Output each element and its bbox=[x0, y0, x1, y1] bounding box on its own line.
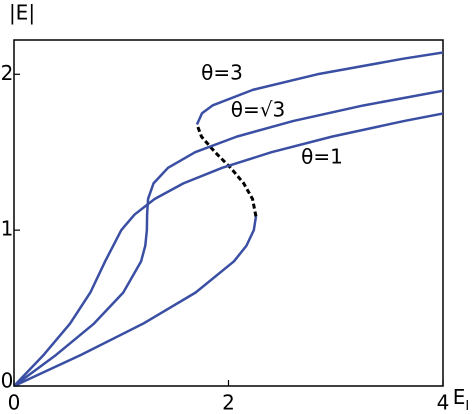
curve-label: θ=√3 bbox=[231, 98, 285, 122]
y-tick-label: 0 bbox=[1, 369, 14, 393]
x-axis-label-main: E bbox=[453, 385, 466, 409]
curves bbox=[14, 51, 443, 386]
curve-label: θ=1 bbox=[301, 145, 343, 169]
y-tick-label: 1 bbox=[1, 217, 14, 241]
y-axis-label: |E| bbox=[9, 1, 35, 25]
y-tick-label: 2 bbox=[1, 61, 14, 85]
curve bbox=[14, 112, 443, 386]
curve-label: θ=3 bbox=[201, 61, 243, 85]
x-axis-label-subscript: I bbox=[465, 399, 469, 414]
curve bbox=[14, 89, 443, 386]
x-tick-label: 2 bbox=[222, 391, 235, 414]
x-axis-label: EI bbox=[453, 385, 469, 414]
x-tick-label: 4 bbox=[437, 391, 450, 414]
x-tick-label: 0 bbox=[8, 391, 21, 414]
curve bbox=[195, 123, 258, 217]
plot-frame bbox=[13, 39, 444, 387]
curve bbox=[14, 51, 443, 386]
